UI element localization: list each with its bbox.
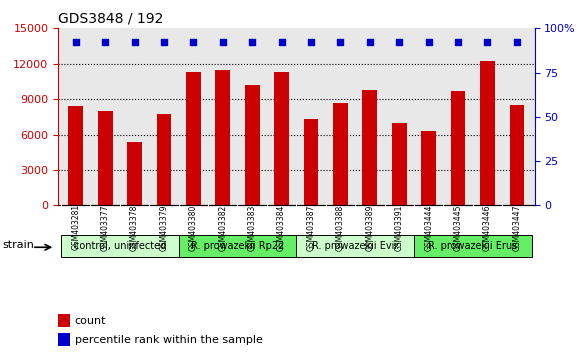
Point bbox=[424, 40, 433, 45]
FancyBboxPatch shape bbox=[179, 235, 296, 257]
Point bbox=[159, 40, 168, 45]
Text: R. prowazekii Rp22: R. prowazekii Rp22 bbox=[191, 241, 284, 251]
Point bbox=[101, 40, 110, 45]
FancyBboxPatch shape bbox=[414, 235, 532, 257]
Point bbox=[248, 40, 257, 45]
Point bbox=[512, 40, 522, 45]
Text: percentile rank within the sample: percentile rank within the sample bbox=[75, 335, 263, 345]
Point bbox=[306, 40, 315, 45]
Text: GSM403391: GSM403391 bbox=[394, 204, 404, 251]
Bar bbox=[98, 111, 113, 205]
Bar bbox=[421, 131, 436, 205]
Point bbox=[277, 40, 286, 45]
Text: GSM403281: GSM403281 bbox=[71, 204, 80, 250]
Bar bbox=[127, 142, 142, 205]
Text: GSM403444: GSM403444 bbox=[424, 204, 433, 251]
Point bbox=[336, 40, 345, 45]
Text: GSM403380: GSM403380 bbox=[189, 204, 198, 251]
Text: strain: strain bbox=[3, 240, 35, 250]
Text: GSM403387: GSM403387 bbox=[307, 204, 315, 251]
Point bbox=[71, 40, 80, 45]
Point bbox=[453, 40, 462, 45]
Text: GSM403445: GSM403445 bbox=[454, 204, 462, 251]
Bar bbox=[58, 333, 70, 346]
Text: R. prowazekii Evir: R. prowazekii Evir bbox=[312, 241, 399, 251]
Bar bbox=[363, 90, 377, 205]
Point bbox=[218, 40, 227, 45]
Bar bbox=[392, 123, 407, 205]
Text: GSM403384: GSM403384 bbox=[277, 204, 286, 251]
Text: GSM403447: GSM403447 bbox=[512, 204, 521, 251]
Bar bbox=[304, 119, 318, 205]
Text: GDS3848 / 192: GDS3848 / 192 bbox=[58, 12, 163, 26]
Text: GSM403379: GSM403379 bbox=[159, 204, 168, 251]
Text: GSM403383: GSM403383 bbox=[248, 204, 257, 251]
Text: control, uninfected: control, uninfected bbox=[74, 241, 166, 251]
Text: count: count bbox=[75, 316, 106, 326]
Text: GSM403382: GSM403382 bbox=[218, 204, 227, 251]
Text: GSM403377: GSM403377 bbox=[101, 204, 110, 251]
Bar bbox=[333, 103, 348, 205]
Bar bbox=[186, 72, 200, 205]
Point bbox=[130, 40, 139, 45]
Point bbox=[483, 40, 492, 45]
Bar bbox=[480, 61, 495, 205]
Text: GSM403378: GSM403378 bbox=[130, 204, 139, 251]
Text: R. prowazekii Erus: R. prowazekii Erus bbox=[428, 241, 518, 251]
Bar bbox=[58, 314, 70, 327]
Point bbox=[189, 40, 198, 45]
Bar bbox=[245, 85, 260, 205]
Bar bbox=[451, 91, 465, 205]
Point bbox=[394, 40, 404, 45]
FancyBboxPatch shape bbox=[296, 235, 414, 257]
Bar bbox=[157, 114, 171, 205]
Bar bbox=[216, 70, 230, 205]
Bar bbox=[274, 72, 289, 205]
Text: GSM403388: GSM403388 bbox=[336, 204, 345, 251]
Bar bbox=[510, 105, 524, 205]
Bar bbox=[69, 106, 83, 205]
Text: GSM403389: GSM403389 bbox=[365, 204, 374, 251]
FancyBboxPatch shape bbox=[61, 235, 179, 257]
Text: GSM403446: GSM403446 bbox=[483, 204, 492, 251]
Point bbox=[365, 40, 375, 45]
